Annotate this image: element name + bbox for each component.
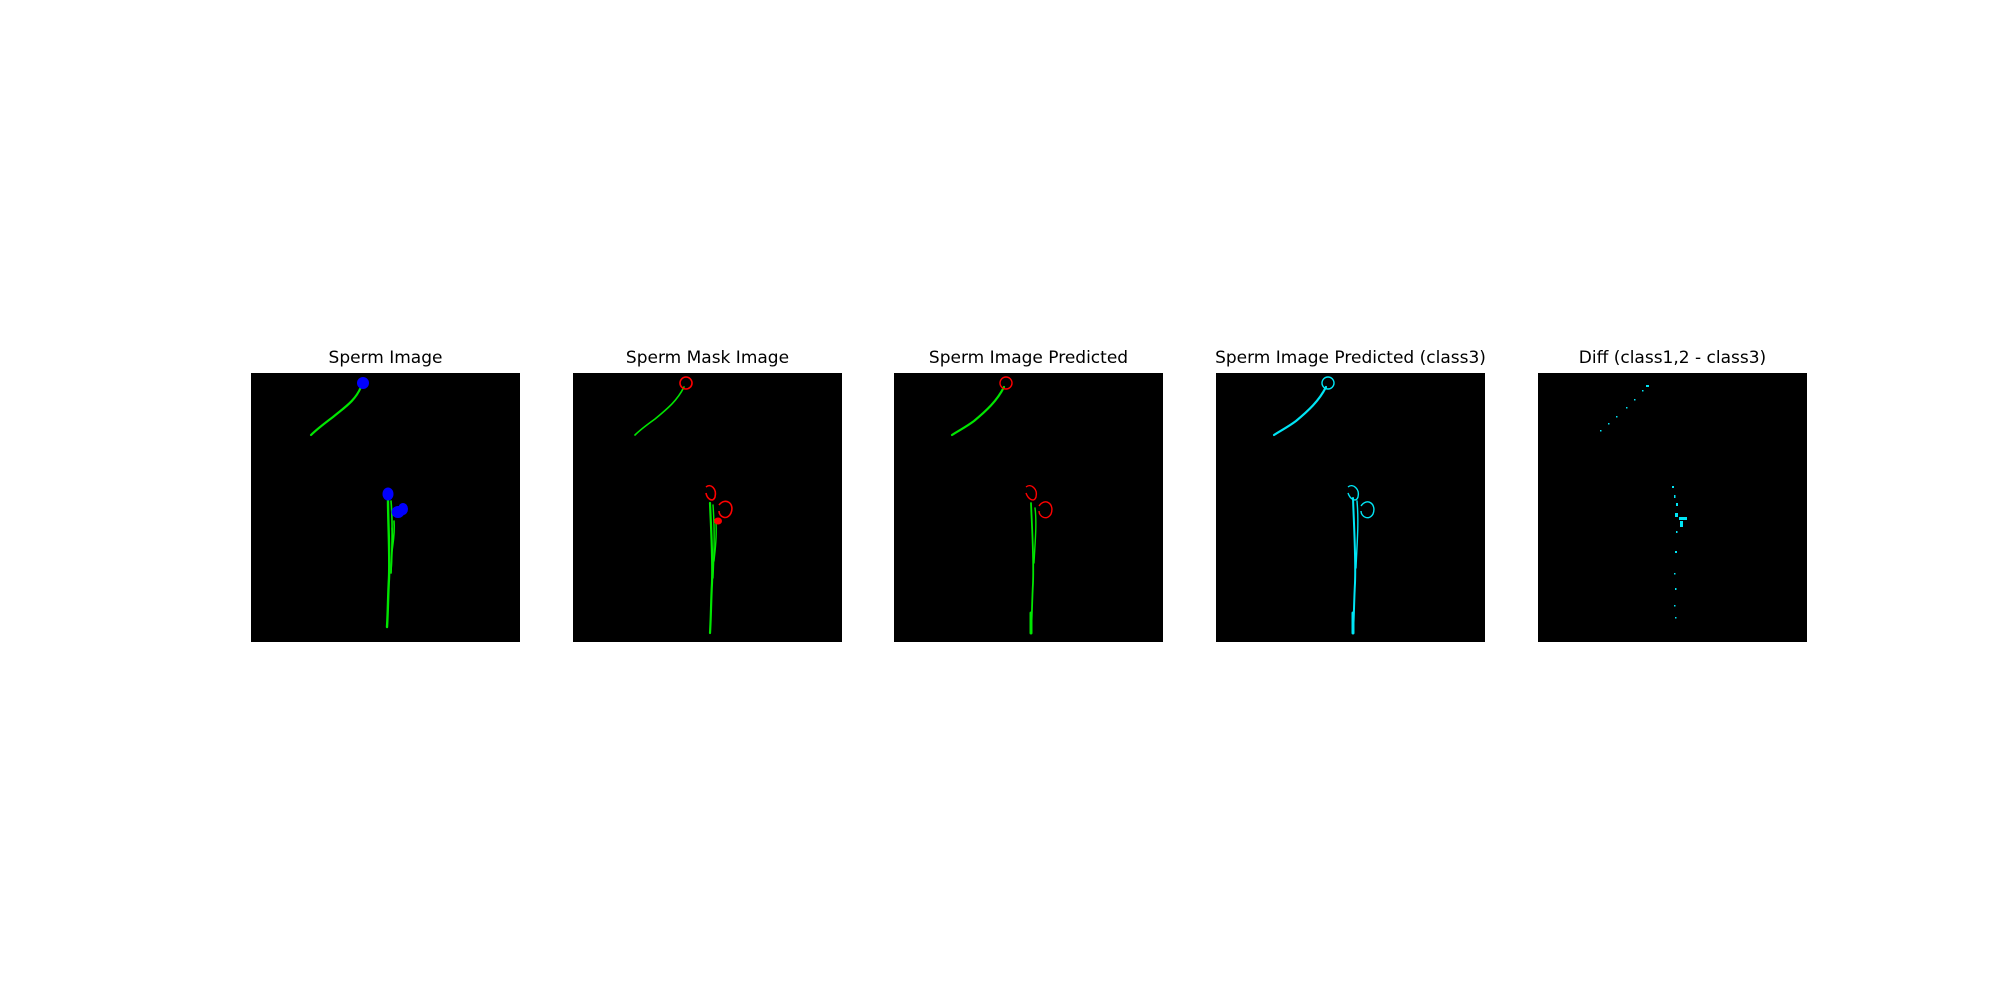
panel-sperm-mask-image: Sperm Mask Image xyxy=(573,346,842,642)
panel-title: Diff (class1,2 - class3) xyxy=(1578,348,1767,368)
diff-image xyxy=(1538,373,1807,642)
panel-sperm-image: Sperm Image xyxy=(251,346,520,642)
sperm-image xyxy=(251,373,520,642)
sperm-mask-graphic xyxy=(634,376,733,635)
diff-graphic xyxy=(1600,385,1687,619)
panel-title: Sperm Image xyxy=(328,348,443,368)
panel-sperm-image-predicted-class3: Sperm Image Predicted (class3) xyxy=(1215,346,1486,642)
sperm-mask-image xyxy=(573,373,842,642)
sperm-image-predicted-class3 xyxy=(1216,373,1485,642)
panel-title: Sperm Image Predicted xyxy=(928,348,1129,368)
panel-title: Sperm Mask Image xyxy=(625,348,790,368)
sperm-image-graphic xyxy=(309,377,408,629)
sperm-predicted-graphic xyxy=(950,376,1053,635)
sperm-image-predicted xyxy=(894,373,1163,642)
panel-title: Sperm Image Predicted (class3) xyxy=(1215,348,1486,368)
sperm-class3-graphic xyxy=(1272,376,1375,635)
panel-diff: Diff (class1,2 - class3) xyxy=(1538,346,1807,642)
panel-sperm-image-predicted: Sperm Image Predicted xyxy=(894,346,1163,642)
